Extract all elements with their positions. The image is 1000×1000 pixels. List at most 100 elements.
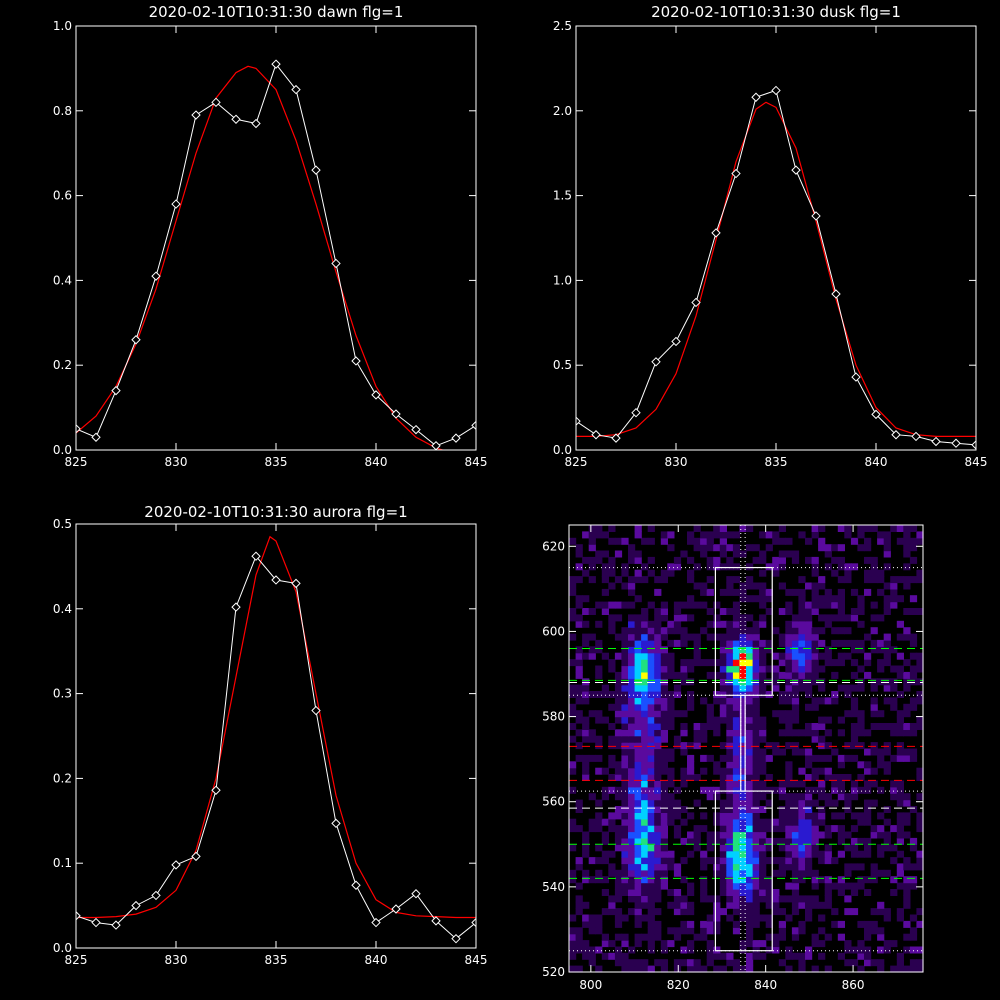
heatmap-cell (805, 639, 813, 647)
heatmap-cell (732, 601, 741, 609)
data-point-dusk (891, 430, 901, 440)
data-point-dusk (791, 165, 801, 175)
heatmap-cell (628, 716, 636, 724)
heatmap-cell (850, 608, 859, 615)
heatmap-cell (726, 863, 734, 871)
heatmap-cell (582, 946, 590, 954)
heatmap-cell (660, 627, 668, 635)
heatmap-cell (680, 837, 688, 845)
heatmap-cell (831, 639, 839, 647)
heatmap-cell (837, 544, 845, 552)
heatmap-cell (791, 952, 800, 960)
heatmap-cell (634, 761, 642, 769)
heatmap-cell (634, 850, 642, 858)
heatmap-cell (850, 639, 859, 647)
heatmap-cell (864, 569, 872, 577)
heatmap-cell (654, 927, 662, 935)
heatmap-cell (850, 837, 859, 845)
heatmap-cell (752, 940, 760, 948)
heatmap-cell (713, 556, 721, 564)
heatmap-cell (837, 595, 845, 603)
heatmap-cell (759, 837, 767, 845)
heatmap-cell (811, 639, 819, 647)
heatmap-cell (739, 665, 747, 673)
heatmap-cell (831, 697, 839, 705)
heatmap-cell (746, 927, 754, 935)
heatmap-cell (732, 754, 741, 762)
heatmap-cell (850, 959, 859, 967)
heatmap-cell (614, 576, 623, 584)
heatmap-cell (739, 742, 747, 750)
heatmap-cell (909, 633, 918, 641)
heatmap-cell (634, 774, 642, 781)
heatmap-cell (791, 793, 800, 801)
heatmap-cell (752, 857, 760, 865)
heatmap-cell (654, 857, 662, 865)
x-tick-label-aurora: 840 (365, 953, 388, 967)
heatmap-cell (726, 831, 734, 839)
heatmap-cell (864, 544, 872, 552)
heatmap-cell (811, 678, 819, 686)
heatmap-cell (628, 786, 636, 794)
heatmap-cell (706, 588, 714, 596)
heatmap-cell (739, 837, 747, 845)
heatmap-cell (870, 556, 878, 564)
heatmap-cell (647, 767, 655, 775)
heatmap-cell (608, 691, 616, 698)
heatmap-cell (667, 793, 675, 801)
heatmap-cell (883, 940, 891, 948)
heatmap-cell (805, 825, 813, 833)
heatmap-cell (641, 761, 649, 769)
heatmap-cell (634, 735, 642, 743)
heatmap-cell (575, 863, 583, 871)
heatmap-cell (647, 671, 655, 679)
heatmap-cell (759, 665, 767, 673)
heatmap-cell (837, 825, 845, 833)
heatmap-cell (870, 748, 878, 756)
heatmap-cell (732, 671, 741, 679)
heatmap-cell (621, 665, 629, 673)
heatmap-cell (680, 659, 688, 667)
data-point-dawn (371, 390, 381, 400)
heatmap-cell (621, 697, 629, 705)
heatmap-cell (805, 774, 813, 781)
heatmap-cell (752, 742, 760, 750)
heatmap-cell (693, 933, 701, 941)
y-tick-label-dawn: 0.4 (53, 273, 72, 287)
heatmap-cell (732, 825, 741, 833)
heatmap-cell (614, 876, 623, 884)
heatmap-cell (739, 697, 747, 705)
heatmap-cell (732, 665, 741, 673)
heatmap-cell (726, 754, 734, 762)
heatmap-cell (798, 601, 806, 609)
heatmap-cell (877, 748, 885, 756)
heatmap-cell (654, 608, 662, 615)
heatmap-cell (791, 659, 800, 667)
heatmap-cell (877, 659, 885, 667)
heatmap-cell (791, 908, 800, 916)
heatmap-cell (739, 850, 747, 858)
heatmap-cell (614, 844, 623, 852)
y-tick-label-dawn: 0.8 (53, 104, 72, 118)
heatmap-cell (772, 786, 780, 794)
heatmap-cell (896, 691, 904, 698)
heatmap-cell (621, 774, 629, 781)
heatmap-cell (654, 818, 662, 826)
data-point-dusk (671, 336, 681, 347)
heatmap-cell (726, 774, 734, 781)
heatmap-cell (614, 716, 623, 724)
heatmap-cell (654, 959, 662, 967)
heatmap-cell (831, 627, 839, 635)
heatmap-cell (883, 908, 891, 916)
heatmap-cell (837, 837, 845, 845)
heatmap-cell (739, 595, 747, 603)
heatmap-cell (634, 671, 642, 679)
heatmap-cell (903, 748, 911, 756)
heatmap-cell (752, 691, 760, 698)
heatmap-cell (726, 882, 734, 890)
heatmap-cell (864, 780, 872, 788)
heatmap-cell (673, 959, 682, 967)
heatmap-cell (752, 671, 760, 679)
heatmap-cell (647, 806, 655, 813)
heatmap-cell (765, 857, 773, 865)
